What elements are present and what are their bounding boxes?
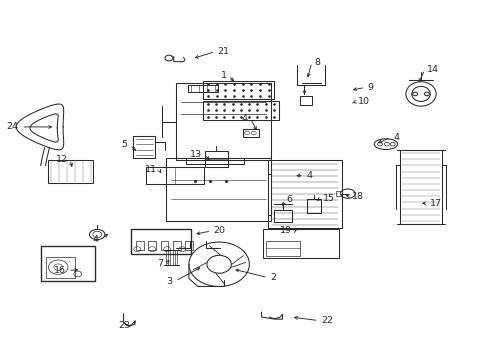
Text: 4: 4 [242, 114, 247, 123]
Bar [184, 241, 192, 250]
Bar [172, 241, 180, 250]
Bar [131, 229, 190, 253]
Text: 15: 15 [322, 194, 334, 203]
Bar [203, 81, 273, 99]
Bar [204, 151, 227, 167]
Text: 13: 13 [189, 150, 202, 159]
Text: 11: 11 [144, 166, 157, 175]
Bar [148, 241, 156, 250]
Bar [136, 241, 144, 250]
Bar [48, 159, 93, 183]
Bar [203, 101, 278, 120]
Text: 9: 9 [367, 83, 373, 92]
Bar [273, 210, 292, 222]
Bar [306, 199, 320, 213]
Bar [41, 246, 95, 281]
Text: 4: 4 [92, 235, 98, 244]
Text: 4: 4 [392, 133, 398, 142]
Bar [399, 150, 442, 224]
Text: 23: 23 [119, 321, 131, 330]
Bar [188, 85, 217, 92]
Text: 24: 24 [7, 122, 19, 131]
Text: 4: 4 [306, 171, 312, 180]
Text: 5: 5 [121, 140, 127, 149]
Text: 14: 14 [427, 65, 438, 74]
Bar [160, 241, 168, 250]
Bar [185, 158, 244, 164]
Text: 20: 20 [213, 226, 225, 235]
Text: 7: 7 [157, 259, 163, 268]
Bar [146, 167, 203, 184]
Text: 17: 17 [429, 199, 441, 208]
Text: 6: 6 [286, 195, 292, 204]
Bar [45, 257, 75, 278]
Text: 12: 12 [55, 155, 67, 164]
Bar [266, 241, 299, 256]
Bar [263, 229, 338, 258]
Text: 2: 2 [270, 273, 276, 282]
Text: 19: 19 [279, 226, 291, 235]
Text: 10: 10 [357, 97, 369, 106]
Text: 18: 18 [351, 192, 363, 201]
Text: 22: 22 [321, 316, 332, 325]
Bar [299, 96, 311, 105]
Text: 21: 21 [217, 47, 229, 56]
Bar [267, 160, 341, 228]
Text: 16: 16 [54, 266, 65, 275]
Text: 8: 8 [314, 58, 320, 67]
Text: 3: 3 [166, 276, 172, 285]
Bar [335, 191, 341, 196]
Bar [243, 129, 258, 137]
Text: 1: 1 [220, 71, 226, 80]
